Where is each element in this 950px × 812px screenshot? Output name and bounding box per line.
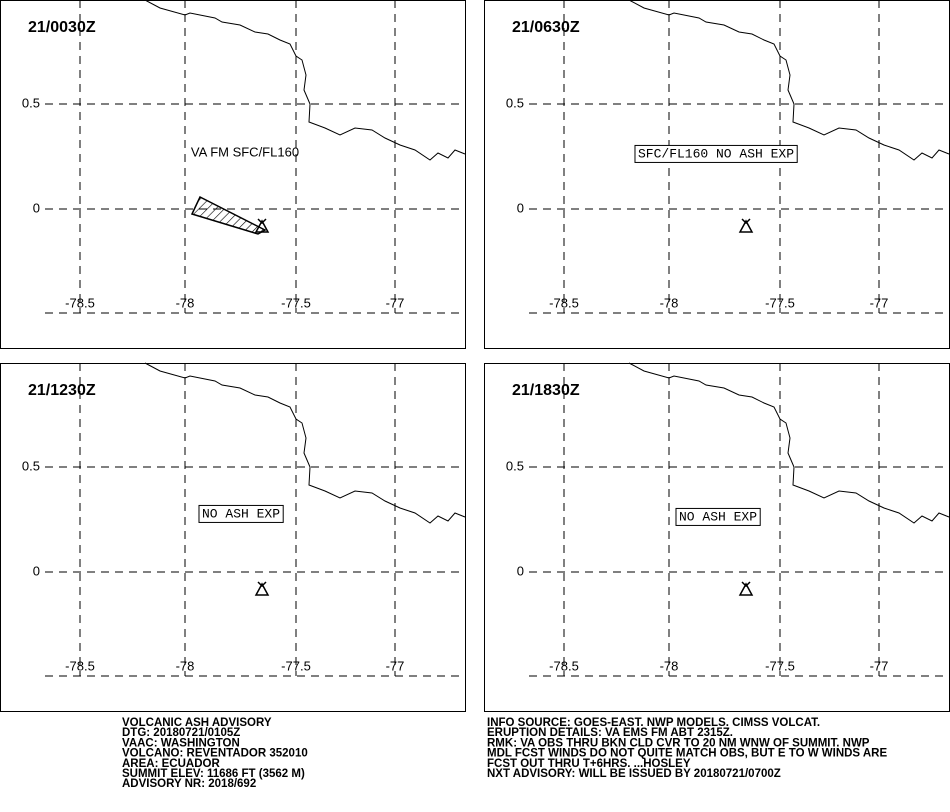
annotation-box [634, 144, 798, 163]
lon-label: -77.5 [765, 295, 795, 310]
lon-label: -77.5 [281, 658, 311, 673]
lon-label: -78.5 [65, 295, 95, 310]
advisory-line: ERUPTION DETAILS: VA EMS FM ABT 2315Z. [487, 727, 733, 739]
lon-label: -77 [386, 295, 405, 310]
advisory-line: VOLCANO: REVENTADOR 352010 [122, 748, 308, 760]
annotation: SFC/FL160 NO ASH EXP [638, 146, 794, 161]
lon-label: -78.5 [549, 295, 579, 310]
advisory-line: VOLCANIC ASH ADVISORY [122, 717, 272, 729]
map-panel: 21/1230Z 0.5 0 -78.5 -78 -77.5 -77 NO ASH EXP [0, 362, 466, 712]
advisory-line: FCST OUT THRU T+6HRS. ...HOSLEY [487, 758, 691, 770]
lon-label: -78.5 [549, 658, 579, 673]
lon-label: -78 [176, 295, 195, 310]
lat-label: 0 [517, 200, 524, 215]
annotation-box [198, 504, 284, 523]
annotation: VA FM SFC/FL160 [191, 144, 299, 159]
panel-frame [0, 363, 466, 712]
map-panel: 21/1830Z 0.5 0 -78.5 -78 -77.5 -77 NO ASH EXP [484, 362, 950, 712]
volcano-symbol [738, 218, 754, 233]
annotation: NO ASH EXP [202, 506, 280, 521]
coastline [144, 362, 466, 524]
advisory-line: SUMMIT ELEV: 11686 FT (3562 M) [122, 768, 305, 780]
lon-label: -77.5 [281, 295, 311, 310]
ash-area [190, 195, 267, 235]
advisory-line: DTG: 20180721/0105Z [122, 727, 240, 739]
coastline [144, 0, 466, 161]
map-panel: 21/0630Z 0.5 0 -78.5 -78 -77.5 -77 SFC/FL160 NO… [484, 0, 950, 349]
panel-time: 21/0630Z [512, 19, 580, 36]
lon-label: -78 [660, 295, 679, 310]
volcano-symbol [738, 581, 754, 596]
lon-label: -77 [870, 295, 889, 310]
annotation: NO ASH EXP [679, 509, 757, 524]
panel-time: 21/1230Z [28, 382, 96, 399]
lat-label: 0 [33, 563, 40, 578]
annotation-box [675, 507, 761, 526]
map-panel: 21/0030Z 0.5 0 -78.5 -78 -77.5 -77 VA FM SFC/FL… [0, 0, 466, 349]
lat-label: 0.5 [22, 458, 40, 473]
coastline [628, 362, 950, 524]
advisory-line: MDL FCST WINDS DO NOT QUITE MATCH OBS, B… [487, 748, 887, 760]
lon-label: -77.5 [765, 658, 795, 673]
volcano-symbol [254, 581, 270, 596]
advisory-line: ADVISORY NR: 2018/692 [122, 778, 256, 790]
lat-label: 0.5 [506, 95, 524, 110]
lon-label: -78.5 [65, 658, 95, 673]
lon-label: -78 [660, 658, 679, 673]
lat-label: 0 [33, 200, 40, 215]
lat-label: 0.5 [22, 95, 40, 110]
lat-label: 0.5 [506, 458, 524, 473]
advisory-line: RMK: VA OBS THRU BKN CLD CVR TO 20 NM WN… [487, 737, 870, 749]
advisory-line: VAAC: WASHINGTON [122, 737, 240, 749]
panel-time: 21/0030Z [28, 19, 96, 36]
coastline [628, 0, 950, 161]
lon-label: -77 [386, 658, 405, 673]
advisory-line: NXT ADVISORY: WILL BE ISSUED BY 20180721… [487, 768, 781, 780]
advisory-line: INFO SOURCE: GOES-EAST. NWP MODELS. CIMS… [487, 717, 820, 729]
lon-label: -77 [870, 658, 889, 673]
panel-frame [0, 0, 466, 349]
lat-label: 0 [517, 563, 524, 578]
lon-label: -78 [176, 658, 195, 673]
panel-time: 21/1830Z [512, 382, 580, 399]
advisory-line: AREA: ECUADOR [122, 758, 220, 770]
